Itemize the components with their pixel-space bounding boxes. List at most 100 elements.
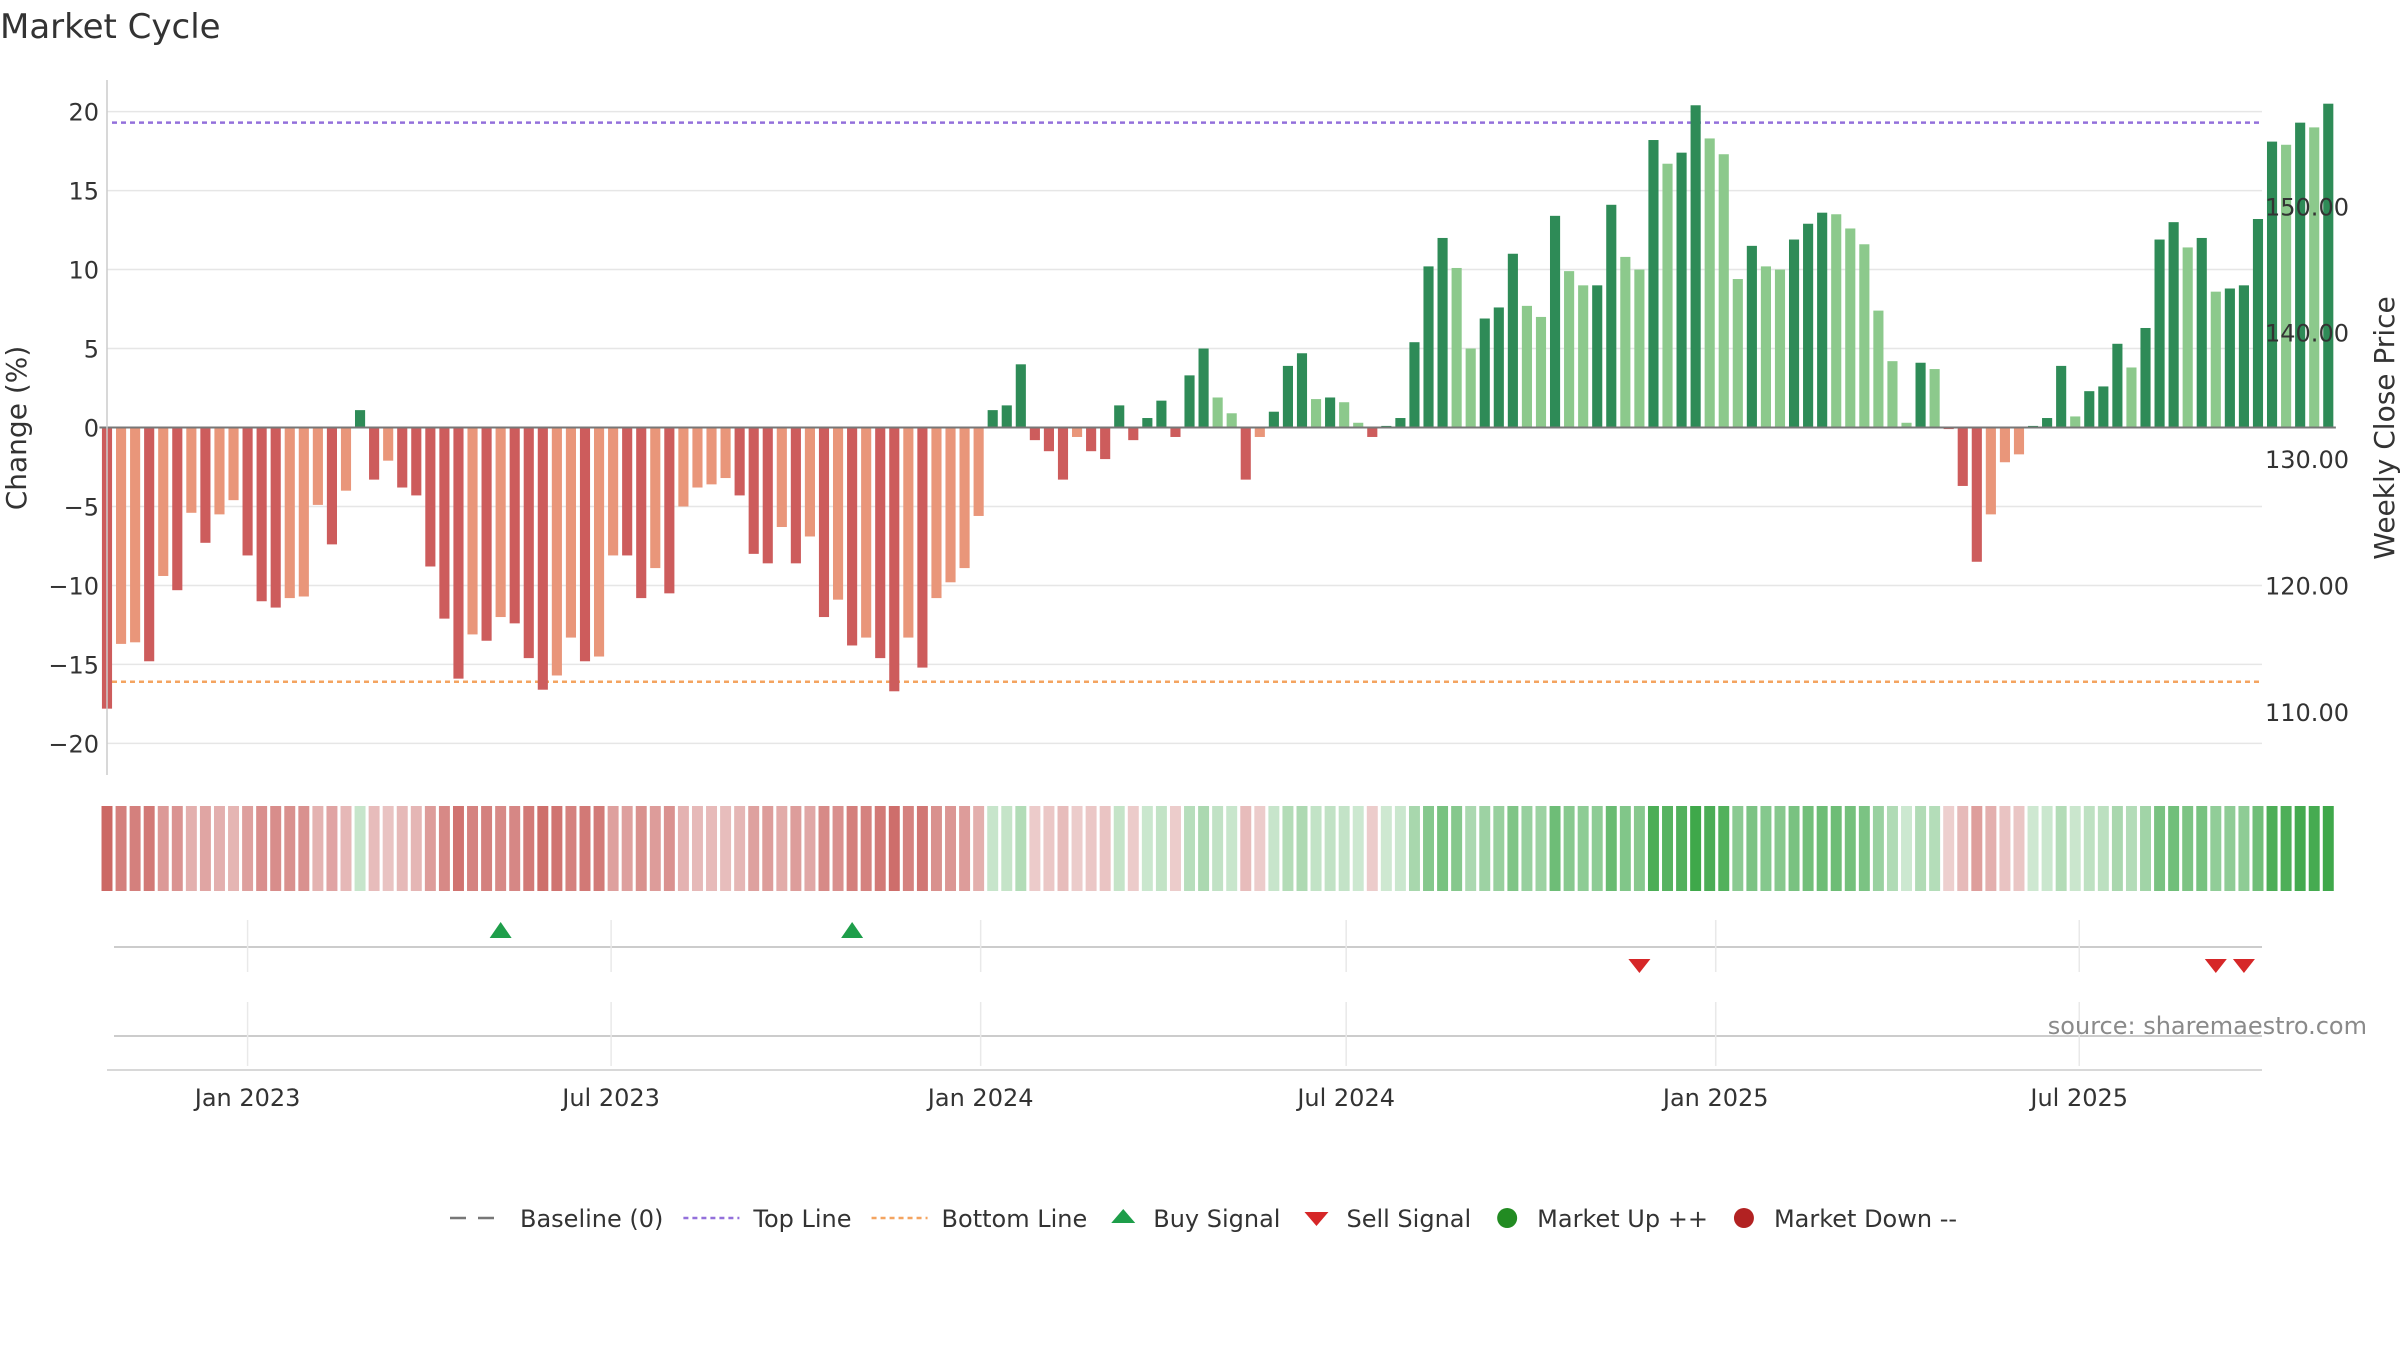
heat-cell: [2238, 806, 2250, 891]
heat-cell: [340, 806, 352, 891]
heat-cell: [1774, 806, 1786, 891]
bar: [144, 427, 155, 662]
bar: [1606, 204, 1617, 428]
heat-cell: [1015, 806, 1027, 891]
bar: [1578, 285, 1589, 428]
heat-cell: [438, 806, 450, 891]
bar: [1015, 364, 1026, 428]
bar: [1226, 413, 1237, 428]
heat-cell: [2280, 806, 2292, 891]
bar: [397, 427, 408, 488]
bar: [1493, 307, 1504, 428]
bar: [242, 427, 253, 556]
bar: [1915, 362, 1926, 428]
heat-cell: [1872, 806, 1884, 891]
heat-cell: [1029, 806, 1041, 891]
bar: [1859, 244, 1870, 428]
bar: [2224, 288, 2235, 428]
x-axis: Jan 2023 Jul 2023 Jan 2024 Jul 2024 Jan 2025…: [193, 920, 2128, 1112]
chart-title: Market Cycle: [0, 7, 221, 47]
bar: [734, 427, 745, 496]
y-left-tick-label: −15: [48, 651, 99, 679]
y-right-tick-label: 130.00: [2265, 446, 2349, 474]
sell-signal-marker: [1628, 959, 1651, 973]
x-tick-label: Jan 2024: [926, 1084, 1034, 1112]
bar: [565, 427, 576, 638]
bar: [298, 427, 309, 597]
heat-cell: [579, 806, 591, 891]
bar: [481, 427, 492, 641]
bar: [1732, 279, 1743, 428]
source-note: source: sharemaestro.com: [2048, 1012, 2367, 1040]
bar: [369, 427, 380, 480]
bar: [1690, 105, 1701, 428]
bar: [2098, 386, 2109, 428]
bar: [931, 427, 942, 599]
bar: [2126, 367, 2137, 428]
heat-cell: [945, 806, 957, 891]
heat-cell: [1535, 806, 1547, 891]
heat-cell: [228, 806, 240, 891]
heat-cell: [2308, 806, 2320, 891]
heat-cell: [2013, 806, 2025, 891]
y-left-tick-label: 20: [68, 99, 99, 127]
bar: [1184, 375, 1195, 428]
bar: [1564, 271, 1575, 428]
bar: [903, 427, 914, 638]
bar: [1648, 140, 1659, 428]
bar: [1788, 239, 1800, 428]
heat-cell: [410, 806, 422, 891]
x-tick-label: Jan 2025: [1661, 1084, 1769, 1112]
heat-cell: [565, 806, 577, 891]
heat-cell: [312, 806, 324, 891]
bar: [453, 427, 464, 679]
heat-cell: [2322, 806, 2334, 891]
heat-cell: [298, 806, 310, 891]
heat-cell: [424, 806, 436, 891]
bar: [622, 427, 633, 556]
y-axis-left-title: Change (%): [0, 346, 33, 511]
bar: [1423, 266, 1434, 428]
bar: [523, 427, 534, 659]
bar: [537, 427, 548, 690]
heat-cell: [495, 806, 507, 891]
heat-cell: [1282, 806, 1294, 891]
heat-cell: [2083, 806, 2095, 891]
y-axis-right-title: Weekly Close Price: [2368, 296, 2400, 559]
bar: [2266, 141, 2278, 428]
bar: [1507, 253, 1518, 428]
bar: [847, 427, 858, 646]
heat-cell: [1732, 806, 1744, 891]
heat-cell: [1451, 806, 1463, 891]
heat-cell: [2055, 806, 2067, 891]
heat-cell: [734, 806, 746, 891]
heat-cell: [2182, 806, 2194, 891]
heat-cell: [157, 806, 169, 891]
heat-cell: [2224, 806, 2236, 891]
heat-cell: [959, 806, 971, 891]
heat-cell: [2111, 806, 2123, 891]
heat-cell: [467, 806, 479, 891]
heat-cell: [481, 806, 493, 891]
bar: [1296, 353, 1308, 428]
heat-cell: [1760, 806, 1772, 891]
bar: [2084, 391, 2095, 428]
legend: Baseline (0) Top Line Bottom Line Buy Signa…: [450, 1205, 1957, 1233]
bar: [1128, 427, 1139, 441]
bar: [1985, 427, 1996, 515]
bar: [1114, 405, 1125, 428]
bar: [312, 427, 323, 505]
heat-cell: [171, 806, 183, 891]
heat-cell: [1493, 806, 1505, 891]
heat-cell: [1226, 806, 1238, 891]
y-right-tick-label: 150.00: [2265, 193, 2349, 221]
bar: [256, 427, 267, 602]
heat-cell: [551, 806, 563, 891]
bar: [1100, 427, 1111, 460]
bar: [1437, 237, 1448, 428]
legend-label: Sell Signal: [1346, 1205, 1471, 1233]
heat-cell: [1690, 806, 1702, 891]
bar: [593, 427, 605, 657]
heat-cell: [1394, 806, 1406, 891]
heat-cell: [762, 806, 774, 891]
